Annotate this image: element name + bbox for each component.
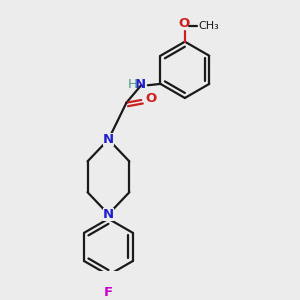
Text: N: N <box>103 208 114 221</box>
Text: F: F <box>104 286 113 299</box>
Text: O: O <box>145 92 156 105</box>
Text: CH₃: CH₃ <box>199 21 220 31</box>
Text: O: O <box>179 16 190 30</box>
Text: H: H <box>128 78 138 91</box>
Text: N: N <box>135 78 146 91</box>
Text: N: N <box>103 133 114 146</box>
